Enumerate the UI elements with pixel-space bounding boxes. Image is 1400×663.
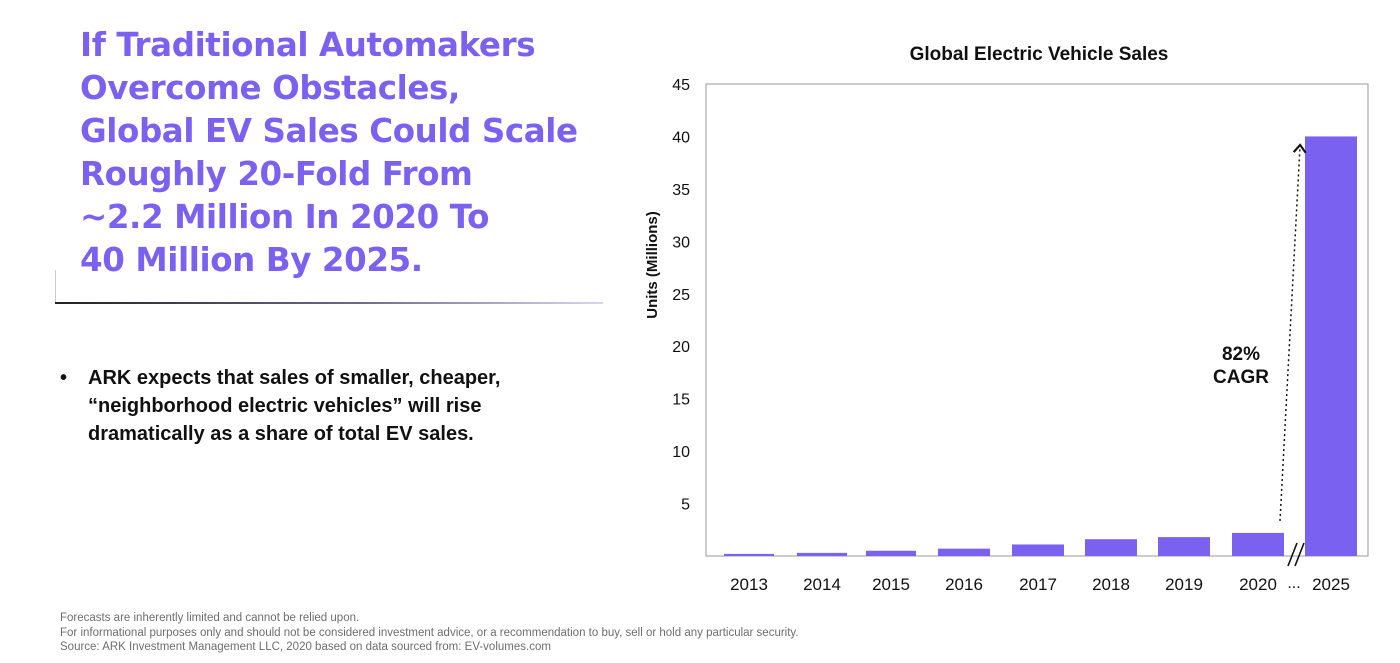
bullet-item: • ARK expects that sales of smaller, che… xyxy=(60,364,548,448)
headline-line: If Traditional Automakers xyxy=(80,26,536,64)
cagr-label: CAGR xyxy=(1213,367,1269,388)
x-tick-label: 2025 xyxy=(1312,575,1350,594)
footnote-forecast: Forecasts are inherently limited and can… xyxy=(60,612,360,624)
headline-divider xyxy=(55,302,603,304)
y-axis-label: Units (Millions) xyxy=(644,211,661,319)
bar-2016 xyxy=(938,548,990,556)
divider-tick xyxy=(55,270,56,304)
y-tick-label: 15 xyxy=(672,392,690,409)
headline-line: ~2.2 Million In 2020 To xyxy=(80,198,490,236)
axis-break-stroke xyxy=(1294,542,1305,567)
cagr-arrow xyxy=(1279,143,1307,521)
bar-2018 xyxy=(1085,539,1137,556)
bar-2014 xyxy=(797,552,847,556)
cagr-value: 82% xyxy=(1222,344,1260,365)
footnotes: Forecasts are inherently limited and can… xyxy=(60,611,799,655)
x-tick-label: 2014 xyxy=(803,575,841,594)
bar-2025 xyxy=(1305,136,1357,556)
x-tick-label: 2017 xyxy=(1019,575,1057,594)
y-tick-label: 5 xyxy=(681,497,690,514)
headline: If Traditional Automakers Overcome Obsta… xyxy=(80,24,600,282)
y-tick-label: 40 xyxy=(672,129,690,146)
bar-2020 xyxy=(1232,532,1284,556)
footnote-disclaimer: For informational purposes only and shou… xyxy=(60,626,799,639)
x-tick-label: 2015 xyxy=(872,575,910,594)
y-tick-label: 30 xyxy=(672,234,690,251)
bar-2013 xyxy=(724,553,774,556)
headline-line: Overcome Obstacles, xyxy=(80,69,460,107)
bullet-line: “neighborhood electric vehicles” will ri… xyxy=(88,395,482,417)
x-tick-label: 2018 xyxy=(1092,575,1130,594)
y-tick-label: 25 xyxy=(672,287,690,304)
y-tick-label: 20 xyxy=(672,339,690,356)
bars xyxy=(724,136,1357,556)
x-tick-labels: 2013 2014 2015 2016 2017 2018 2019 2020 2025 xyxy=(730,575,1350,594)
bar-2019 xyxy=(1158,537,1210,556)
bar-2017 xyxy=(1012,544,1064,556)
axis-break-stroke xyxy=(1287,542,1298,567)
y-tick-label: 35 xyxy=(672,182,690,199)
bullet-list: • ARK expects that sales of smaller, che… xyxy=(60,364,548,448)
headline-line: Global EV Sales Could Scale xyxy=(80,112,578,150)
x-tick-label: 2013 xyxy=(730,575,768,594)
plot-frame xyxy=(705,83,1369,557)
y-tick-label: 45 xyxy=(672,77,690,94)
headline-line: Roughly 20-Fold From xyxy=(80,155,473,193)
bullet-line: dramatically as a share of total EV sale… xyxy=(88,423,474,445)
footnote-source: Source: ARK Investment Management LLC, 2… xyxy=(60,641,551,653)
x-tick-label: 2020 xyxy=(1239,575,1277,594)
axis-break-marker xyxy=(1287,542,1305,567)
chart-title: Global Electric Vehicle Sales xyxy=(910,44,1169,65)
bar-2015 xyxy=(866,550,916,556)
x-tick-label: 2016 xyxy=(945,575,983,594)
bullet-marker: • xyxy=(60,367,68,389)
headline-line: 40 Million By 2025. xyxy=(80,241,423,279)
axis-break-label: ... xyxy=(1287,575,1300,592)
y-tick-label: 10 xyxy=(672,444,690,461)
y-tick-labels: 5 10 15 20 25 30 35 40 45 xyxy=(672,77,690,514)
x-tick-label: 2019 xyxy=(1165,575,1203,594)
bullet-line: ARK expects that sales of smaller, cheap… xyxy=(88,367,501,389)
